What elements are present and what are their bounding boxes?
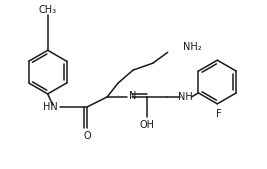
Text: F: F: [217, 109, 222, 119]
Text: OH: OH: [139, 120, 154, 130]
Text: NH₂: NH₂: [183, 42, 201, 52]
Text: CH₃: CH₃: [39, 5, 57, 15]
Text: HN: HN: [43, 102, 58, 112]
Text: O: O: [84, 131, 91, 141]
Text: N: N: [129, 91, 136, 101]
Text: NH: NH: [178, 92, 193, 102]
